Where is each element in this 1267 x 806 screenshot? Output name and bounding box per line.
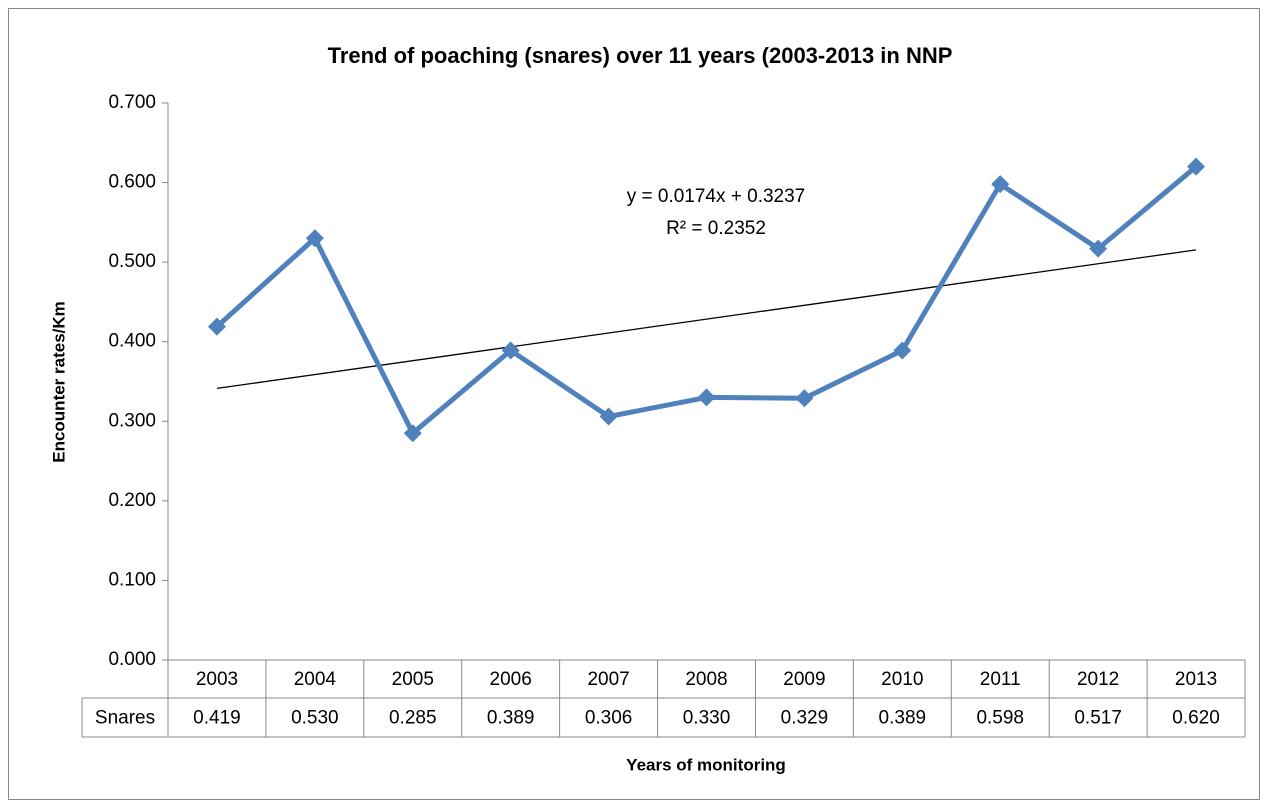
marker <box>893 341 912 360</box>
y-tick-label: 0.000 <box>108 649 156 670</box>
y-tick-label: 0.600 <box>108 172 156 193</box>
marker <box>697 388 716 407</box>
x-tick-label: 2003 <box>196 669 238 690</box>
data-table-value: 0.330 <box>683 708 731 729</box>
x-tick-label: 2009 <box>783 669 825 690</box>
y-tick-label: 0.300 <box>108 410 156 431</box>
y-tick-label: 0.500 <box>108 251 156 272</box>
x-axis-title: Years of monitoring <box>626 755 786 774</box>
data-table-value: 0.389 <box>487 708 535 729</box>
x-tick-label: 2005 <box>392 669 434 690</box>
marker <box>1187 157 1206 176</box>
x-tick-label: 2010 <box>881 669 923 690</box>
data-table-value: 0.517 <box>1074 708 1122 729</box>
data-table-value: 0.285 <box>389 708 437 729</box>
y-axis-title: Encounter rates/Km <box>49 301 68 463</box>
chart-border <box>8 8 1260 800</box>
legend-label: Snares <box>95 708 155 729</box>
y-tick-label: 0.700 <box>108 92 156 113</box>
data-table-value: 0.598 <box>976 708 1024 729</box>
x-tick-label: 2011 <box>980 669 1021 690</box>
data-table-value: 0.419 <box>193 708 241 729</box>
data-table-value: 0.530 <box>291 708 339 729</box>
x-tick-label: 2008 <box>685 669 727 690</box>
x-tick-label: 2012 <box>1077 669 1119 690</box>
y-tick-label: 0.100 <box>108 569 156 590</box>
y-tick-label: 0.200 <box>108 490 156 511</box>
data-table-value: 0.306 <box>585 708 633 729</box>
marker <box>403 424 422 443</box>
trend-equation: y = 0.0174x + 0.3237 <box>627 186 806 207</box>
x-tick-label: 2007 <box>587 669 629 690</box>
data-table-value: 0.389 <box>879 708 927 729</box>
marker <box>795 389 814 408</box>
marker <box>599 407 618 426</box>
x-tick-label: 2006 <box>490 669 532 690</box>
y-tick-label: 0.400 <box>108 331 156 352</box>
marker <box>501 341 520 360</box>
x-tick-label: 2013 <box>1175 669 1217 690</box>
data-table-value: 0.329 <box>781 708 829 729</box>
marker <box>1089 239 1108 258</box>
marker <box>305 229 324 248</box>
data-table-value: 0.620 <box>1172 708 1220 729</box>
x-tick-label: 2004 <box>294 669 337 690</box>
marker <box>207 317 226 336</box>
chart-title: Trend of poaching (snares) over 11 years… <box>328 43 953 68</box>
marker <box>991 175 1010 194</box>
trend-r-squared: R² = 0.2352 <box>666 218 766 239</box>
